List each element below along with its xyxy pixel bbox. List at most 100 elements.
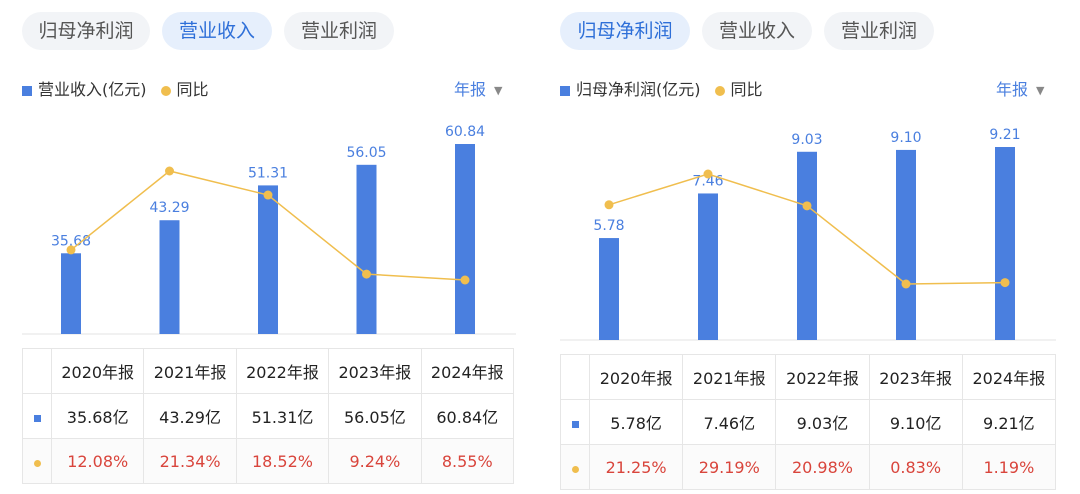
yoy-point bbox=[66, 245, 76, 255]
table-cell: 9.21亿 bbox=[961, 399, 1057, 445]
caret-down-icon: ▼ bbox=[494, 83, 503, 97]
bar-row-marker bbox=[560, 399, 590, 445]
bar-value-label: 5.78 bbox=[593, 218, 624, 234]
table-cell: 9.03亿 bbox=[775, 399, 870, 445]
yoy-point bbox=[604, 200, 614, 210]
table-cell: 60.84亿 bbox=[420, 393, 515, 439]
bar bbox=[698, 193, 718, 340]
table-header-cell: 2023年报 bbox=[328, 348, 422, 394]
bar-value-label: 60.84 bbox=[445, 124, 485, 140]
bar-value-label: 9.21 bbox=[989, 127, 1020, 143]
period-label: 年报 bbox=[454, 80, 487, 99]
bar-value-label: 9.10 bbox=[890, 130, 921, 146]
table-cell: 29.19% bbox=[682, 444, 777, 490]
table-header-cell: 2024年报 bbox=[420, 348, 515, 394]
table-growth-row: 12.08% 21.34% 18.52% 9.24% 8.55% bbox=[22, 438, 515, 484]
table-header-cell: 2021年报 bbox=[682, 354, 777, 400]
bar bbox=[455, 144, 475, 334]
period-select[interactable]: 年报 ▼ bbox=[454, 80, 502, 101]
table-cell: 9.10亿 bbox=[868, 399, 963, 445]
table-header-cell: 2022年报 bbox=[235, 348, 330, 394]
table-cell: 43.29亿 bbox=[143, 393, 237, 439]
bar-legend-label: 归母净利润(亿元) bbox=[576, 80, 701, 99]
bar bbox=[159, 220, 180, 334]
caret-down-icon: ▼ bbox=[1036, 83, 1045, 97]
table-header-cell: 2023年报 bbox=[868, 354, 963, 400]
table-cell: 56.05亿 bbox=[328, 393, 422, 439]
table-cell: 20.98% bbox=[775, 444, 870, 490]
table-cell: 12.08% bbox=[50, 438, 145, 484]
table-cell: 21.34% bbox=[143, 438, 237, 484]
period-label: 年报 bbox=[996, 80, 1029, 99]
bar bbox=[896, 149, 916, 340]
net-profit-panel: 归母净利润 营业收入 营业利润 归母净利润(亿元) 同比 年报 ▼ 5.78 7.46… bbox=[538, 0, 1080, 494]
table-growth-row: 21.25% 29.19% 20.98% 0.83% 1.19% bbox=[560, 444, 1057, 490]
chart-legend: 营业收入(亿元) 同比 bbox=[22, 80, 209, 100]
bar bbox=[599, 238, 619, 340]
table-value-row: 5.78亿 7.46亿 9.03亿 9.10亿 9.21亿 bbox=[560, 399, 1057, 445]
net-profit-table: 2020年报 2021年报 2022年报 2023年报 2024年报 5.78亿… bbox=[560, 354, 1057, 490]
yoy-point bbox=[703, 169, 713, 179]
bar bbox=[797, 151, 817, 340]
table-header-cell: 2024年报 bbox=[961, 354, 1057, 400]
bar-legend-marker bbox=[560, 85, 570, 96]
tab-net-profit[interactable]: 归母净利润 bbox=[560, 12, 690, 50]
revenue-chart: 35.68 43.29 51.31 56.05 60.84 bbox=[22, 124, 516, 335]
table-header-cell: 2021年报 bbox=[143, 348, 237, 394]
yoy-point bbox=[901, 279, 911, 289]
line-legend-marker bbox=[160, 85, 171, 96]
line-legend-marker bbox=[714, 85, 725, 96]
table-cell: 8.55% bbox=[420, 438, 515, 484]
table-corner-cell bbox=[560, 354, 590, 400]
table-cell: 35.68亿 bbox=[50, 393, 145, 439]
chart-legend: 归母净利润(亿元) 同比 bbox=[560, 80, 763, 100]
yoy-point bbox=[802, 201, 812, 211]
table-cell: 51.31亿 bbox=[235, 393, 330, 439]
bar-value-label: 35.68 bbox=[51, 233, 91, 249]
yoy-point bbox=[362, 269, 371, 279]
net-profit-chart: 5.78 7.46 9.03 9.10 9.21 bbox=[560, 127, 1056, 341]
table-header-cell: 2022年报 bbox=[775, 354, 870, 400]
tab-operating-profit[interactable]: 营业利润 bbox=[284, 12, 394, 50]
line-legend-label: 同比 bbox=[176, 80, 209, 99]
bar-legend-label: 营业收入(亿元) bbox=[38, 80, 147, 99]
bar-legend-marker bbox=[22, 85, 32, 96]
bar-value-label: 43.29 bbox=[149, 200, 189, 216]
bar bbox=[258, 185, 278, 334]
yoy-point bbox=[165, 166, 174, 176]
bar bbox=[356, 164, 377, 334]
revenue-table: 2020年报 2021年报 2022年报 2023年报 2024年报 35.68… bbox=[22, 348, 515, 484]
bar-value-label: 7.46 bbox=[692, 173, 723, 189]
line-row-marker bbox=[560, 444, 590, 490]
table-header-row: 2020年报 2021年报 2022年报 2023年报 2024年报 bbox=[22, 348, 515, 394]
table-cell: 0.83% bbox=[868, 444, 963, 490]
table-corner-cell bbox=[22, 348, 52, 394]
bar-row-marker bbox=[22, 393, 52, 439]
bar-value-label: 9.03 bbox=[791, 132, 822, 148]
bar bbox=[995, 147, 1015, 340]
line-row-marker bbox=[22, 438, 52, 484]
tab-operating-profit[interactable]: 营业利润 bbox=[824, 12, 934, 50]
bar-value-label: 56.05 bbox=[346, 145, 386, 161]
table-cell: 1.19% bbox=[961, 444, 1057, 490]
table-cell: 5.78亿 bbox=[588, 399, 684, 445]
revenue-panel: 归母净利润 营业收入 营业利润 营业收入(亿元) 同比 年报 ▼ 35.68 43.2… bbox=[22, 12, 516, 484]
table-cell: 21.25% bbox=[588, 444, 684, 490]
tab-revenue[interactable]: 营业收入 bbox=[702, 12, 812, 50]
table-header-cell: 2020年报 bbox=[50, 348, 145, 394]
yoy-point bbox=[263, 190, 273, 200]
bar-value-label: 51.31 bbox=[248, 165, 288, 181]
table-cell: 7.46亿 bbox=[682, 399, 777, 445]
tab-revenue[interactable]: 营业收入 bbox=[162, 12, 272, 50]
yoy-point bbox=[460, 275, 470, 285]
table-header-cell: 2020年报 bbox=[588, 354, 684, 400]
tab-net-profit[interactable]: 归母净利润 bbox=[22, 12, 150, 50]
table-header-row: 2020年报 2021年报 2022年报 2023年报 2024年报 bbox=[560, 354, 1057, 400]
period-select[interactable]: 年报 ▼ bbox=[996, 80, 1044, 101]
yoy-point bbox=[1000, 278, 1010, 288]
bar bbox=[61, 253, 81, 334]
line-legend-label: 同比 bbox=[730, 80, 763, 99]
table-value-row: 35.68亿 43.29亿 51.31亿 56.05亿 60.84亿 bbox=[22, 393, 515, 439]
table-cell: 18.52% bbox=[235, 438, 330, 484]
table-cell: 9.24% bbox=[328, 438, 422, 484]
